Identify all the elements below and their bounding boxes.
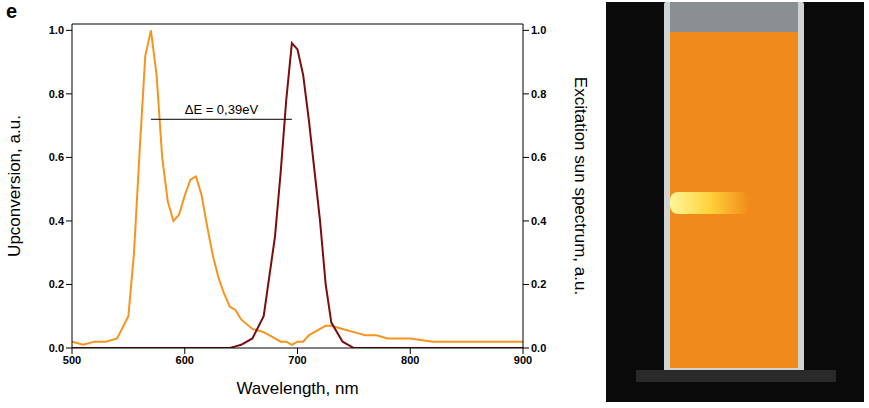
svg-text:0.8: 0.8 — [49, 88, 64, 100]
svg-text:Upconversion, a.u.: Upconversion, a.u. — [5, 115, 24, 257]
svg-text:900: 900 — [514, 354, 532, 366]
svg-text:500: 500 — [63, 354, 81, 366]
svg-text:0.2: 0.2 — [49, 278, 64, 290]
svg-text:1.0: 1.0 — [49, 24, 64, 36]
html-text:e: e — [6, 0, 18, 22]
svg-text:600: 600 — [176, 354, 194, 366]
svg-text:0.2: 0.2 — [531, 278, 546, 290]
svg-text:Excitation sun spectrum, a.u.: Excitation sun spectrum, a.u. — [571, 77, 590, 295]
svg-text:0.4: 0.4 — [531, 215, 547, 227]
svg-text:ΔE = 0,39eV: ΔE = 0,39eV — [185, 102, 259, 117]
svg-text:0.6: 0.6 — [49, 151, 64, 163]
svg-text:700: 700 — [288, 354, 306, 366]
svg-text:800: 800 — [401, 354, 419, 366]
svg-text:0.8: 0.8 — [531, 88, 546, 100]
svg-text:1.0: 1.0 — [531, 24, 546, 36]
svg-text:Wavelength, nm: Wavelength, nm — [236, 379, 358, 398]
svg-text:0.0: 0.0 — [49, 342, 64, 354]
svg-text:0.4: 0.4 — [49, 215, 65, 227]
svg-text:0.0: 0.0 — [531, 342, 546, 354]
svg-text:0.6: 0.6 — [531, 151, 546, 163]
